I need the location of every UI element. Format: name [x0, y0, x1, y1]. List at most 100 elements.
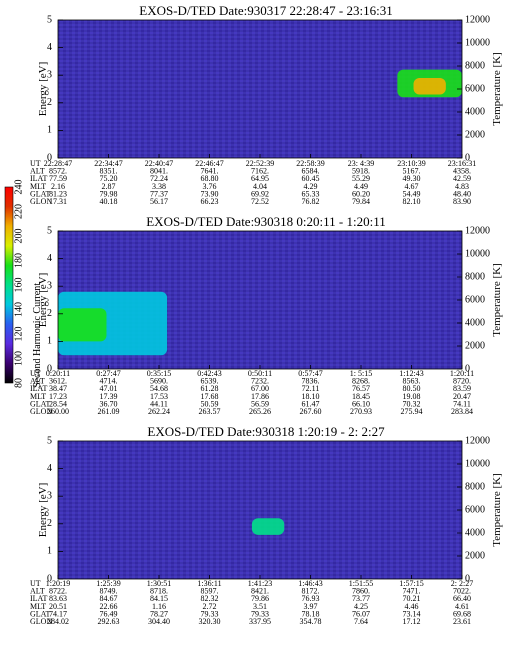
ephemeris-cell: 3.38: [152, 182, 166, 191]
ephemeris-cell: 19.08: [403, 392, 421, 401]
colorbar-tick-label: 160: [13, 278, 24, 293]
y-axis-label: Energy [eV]: [37, 62, 49, 116]
ephemeris-cell: 28.54: [49, 399, 67, 408]
ephemeris-cell: 72.24: [150, 174, 168, 183]
ephemeris-cell: 20.47: [453, 392, 471, 401]
y-tick-label: 5: [47, 225, 52, 236]
ephemeris-cell: 8172.: [302, 587, 320, 596]
y2-tick-label: 2000: [465, 550, 485, 561]
ephemeris-cell: 6539.: [201, 377, 219, 386]
ephemeris-cell: 8597.: [201, 587, 219, 596]
ephemeris-cell: 70.32: [403, 399, 421, 408]
ephemeris-cell: 54.68: [150, 384, 168, 393]
y-tick-label: 2: [47, 97, 52, 108]
colorbar-tick-label: 140: [13, 302, 24, 317]
ephemeris-cell: 36.70: [100, 399, 118, 408]
ephemeris-cell: 2.87: [102, 182, 116, 191]
y2-tick-label: 10000: [465, 37, 490, 48]
y2-tick-label: 0: [465, 363, 470, 374]
ephemeris-cell: 61.47: [302, 399, 320, 408]
ephemeris-cell: 81.23: [49, 189, 67, 198]
ephemeris-cell: 83.63: [49, 594, 67, 603]
ephemeris-cell: 1: 5:15: [350, 369, 372, 378]
ephemeris-cell: 1:51:55: [349, 579, 373, 588]
ephemeris-cell: 292.63: [98, 617, 120, 626]
ephemeris-row-label: GLAT: [30, 399, 51, 408]
ephemeris-cell: 8718.: [150, 587, 168, 596]
ephemeris-cell: 75.20: [100, 174, 118, 183]
ephemeris-cell: 69.68: [453, 609, 471, 618]
ephemeris-cell: 283.84: [451, 407, 473, 416]
y2-tick-label: 10000: [465, 248, 490, 259]
ephemeris-cell: 17.31: [49, 197, 67, 206]
ephemeris-cell: 83.90: [453, 197, 471, 206]
ephemeris-row-label: GLON: [30, 617, 52, 626]
y2-tick-label: 0: [465, 573, 470, 584]
ephemeris-cell: 8041.: [150, 167, 168, 176]
ephemeris-cell: 1:57:15: [399, 579, 423, 588]
ephemeris-cell: 23:16:31: [448, 159, 476, 168]
colorbar-tick-label: 220: [13, 204, 24, 219]
ephemeris-cell: 1:46:43: [298, 579, 322, 588]
ephemeris-cell: 73.90: [201, 189, 219, 198]
y-tick-label: 3: [47, 280, 52, 291]
ephemeris-cell: 17.68: [201, 392, 219, 401]
ephemeris-cell: 22:46:47: [195, 159, 223, 168]
y2-tick-label: 2000: [465, 129, 485, 140]
ephemeris-cell: 79.86: [251, 594, 269, 603]
y-tick-label: 1: [47, 336, 52, 347]
ephemeris-cell: 73.77: [352, 594, 370, 603]
ephemeris-cell: 76.07: [352, 609, 370, 618]
ephemeris-cell: 4.04: [253, 182, 267, 191]
ephemeris-cell: 17.12: [403, 617, 421, 626]
y-tick-label: 1: [47, 546, 52, 557]
ephemeris-cell: 80.50: [403, 384, 421, 393]
ephemeris-cell: 23: 4:39: [348, 159, 374, 168]
ephemeris-cell: 84.67: [100, 594, 118, 603]
panel-title: EXOS-D/TED Date:930318 1:20:19 - 2: 2:27: [147, 424, 385, 439]
ephemeris-cell: 4.61: [455, 602, 469, 611]
ephemeris-row-label: ALT: [30, 167, 45, 176]
y2-tick-label: 12000: [465, 225, 490, 236]
ephemeris-cell: 265.26: [249, 407, 271, 416]
ephemeris-cell: 2.72: [203, 602, 217, 611]
ephemeris-cell: 22:28:47: [44, 159, 72, 168]
y-axis-label: Energy [eV]: [37, 483, 49, 537]
ephemeris-cell: 78.18: [302, 609, 320, 618]
ephemeris-cell: 17.53: [150, 392, 168, 401]
ephemeris-row-label: UT: [30, 579, 41, 588]
colorbar-label: Second Harmonic Current: [32, 283, 43, 388]
y-tick-label: 4: [47, 42, 52, 53]
ephemeris-cell: 66.10: [352, 399, 370, 408]
y2-tick-label: 4000: [465, 106, 485, 117]
ephemeris-cell: 22:58:39: [296, 159, 324, 168]
y-tick-label: 2: [47, 308, 52, 319]
ephemeris-row-label: ALT: [30, 377, 45, 386]
ephemeris-cell: 1:30:51: [147, 579, 171, 588]
ephemeris-cell: 69.92: [251, 189, 269, 198]
ephemeris-cell: 54.49: [403, 189, 421, 198]
y2-tick-label: 8000: [465, 271, 485, 282]
ephemeris-cell: 2.16: [51, 182, 65, 191]
y2-tick-label: 8000: [465, 481, 485, 492]
intensity-region: [251, 518, 285, 535]
ephemeris-cell: 5167.: [403, 167, 421, 176]
ephemeris-cell: 0:35:15: [147, 369, 171, 378]
y-tick-label: 0: [47, 152, 52, 163]
y-tick-label: 3: [47, 490, 52, 501]
colorbar-scale: [4, 186, 14, 384]
ephemeris-cell: 64.95: [251, 174, 269, 183]
ephemeris-row-label: GLON: [30, 407, 52, 416]
ephemeris-cell: 1:25:39: [96, 579, 120, 588]
y2-tick-label: 2000: [465, 340, 485, 351]
y2-tick-label: 4000: [465, 317, 485, 328]
ephemeris-cell: 8722.: [49, 587, 67, 596]
y2-tick-label: 4000: [465, 527, 485, 538]
ephemeris-cell: 6584.: [302, 167, 320, 176]
spectrogram-panel-3: EXOS-D/TED Date:930318 1:20:19 - 2: 2:27…: [30, 424, 503, 626]
spectrogram-panel-1: EXOS-D/TED Date:930317 22:28:47 - 23:16:…: [30, 3, 503, 206]
ephemeris-cell: 7232.: [251, 377, 269, 386]
ephemeris-cell: 262.24: [148, 407, 170, 416]
ephemeris-cell: 50.59: [201, 399, 219, 408]
